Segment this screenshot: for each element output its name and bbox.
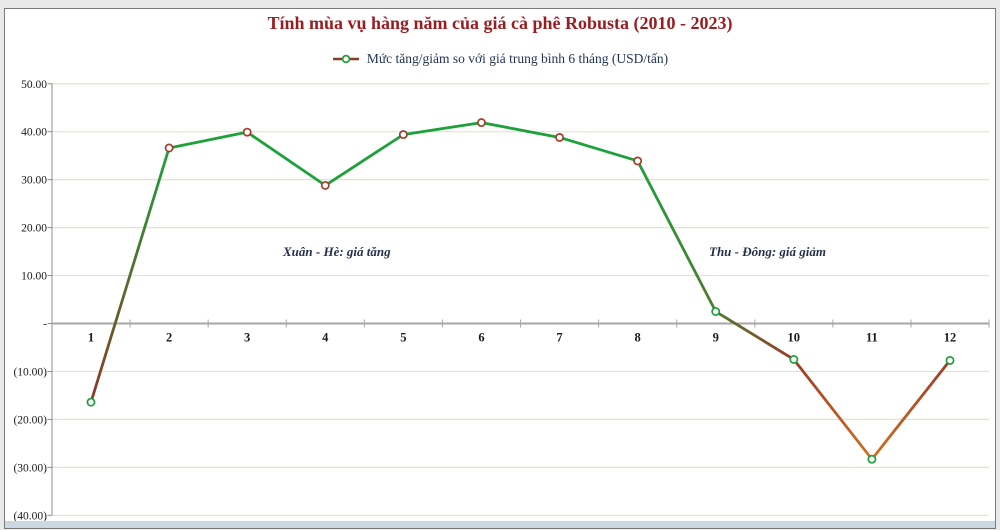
svg-text:(40.00): (40.00) <box>13 510 47 522</box>
svg-text:(20.00): (20.00) <box>13 414 47 426</box>
svg-text:8: 8 <box>635 331 641 345</box>
data-point-marker <box>86 397 96 407</box>
data-point-marker <box>242 127 252 137</box>
svg-text:(10.00): (10.00) <box>13 366 47 378</box>
legend: Mức tăng/giảm so với giá trung bình 6 th… <box>0 51 1000 67</box>
svg-text:7: 7 <box>556 331 562 345</box>
data-point-marker <box>789 355 799 364</box>
svg-text:6: 6 <box>478 331 484 345</box>
chart-title: Tính mùa vụ hàng năm của giá cà phê Robu… <box>267 13 733 33</box>
series-markers <box>86 118 955 464</box>
annotation-spring-summer: Xuân - Hè: giá tăng <box>283 244 391 259</box>
bottom-strip <box>5 521 995 528</box>
svg-text:(30.00): (30.00) <box>13 462 47 474</box>
data-point-marker <box>320 180 330 190</box>
svg-text:1: 1 <box>88 331 94 345</box>
svg-text:10.00: 10.00 <box>21 271 47 283</box>
data-point-marker <box>633 156 643 166</box>
data-point-marker <box>711 307 721 316</box>
svg-text:5: 5 <box>400 331 406 345</box>
data-point-marker <box>164 143 174 153</box>
series-marker-icon <box>332 54 359 64</box>
data-point-marker <box>477 118 486 128</box>
svg-text:9: 9 <box>713 331 719 345</box>
data-point-marker <box>555 133 564 142</box>
legend-label: Mức tăng/giảm so với giá trung bình 6 th… <box>366 51 669 66</box>
svg-text:12: 12 <box>944 331 957 345</box>
svg-text:-: - <box>43 319 47 331</box>
data-point-marker <box>867 454 877 464</box>
annotation-autumn-winter: Thu - Đông: giá giảm <box>709 244 827 259</box>
series-line <box>89 121 952 461</box>
chart-window-frame <box>4 8 996 529</box>
data-point-marker <box>398 130 408 140</box>
axes <box>47 83 990 516</box>
svg-text:40.00: 40.00 <box>21 127 47 139</box>
gridlines <box>52 83 989 516</box>
svg-text:2: 2 <box>166 331 172 345</box>
svg-text:4: 4 <box>322 331 329 345</box>
svg-text:30.00: 30.00 <box>21 175 47 187</box>
data-point-marker <box>945 355 955 365</box>
svg-text:11: 11 <box>866 331 878 345</box>
svg-text:10: 10 <box>788 331 801 345</box>
svg-text:50.00: 50.00 <box>21 79 47 91</box>
svg-text:20.00: 20.00 <box>21 223 47 235</box>
svg-text:3: 3 <box>244 331 250 345</box>
axis-labels: 50.00 40.00 30.00 20.00 10.00 - (10.00) (20.00)… <box>13 79 956 523</box>
